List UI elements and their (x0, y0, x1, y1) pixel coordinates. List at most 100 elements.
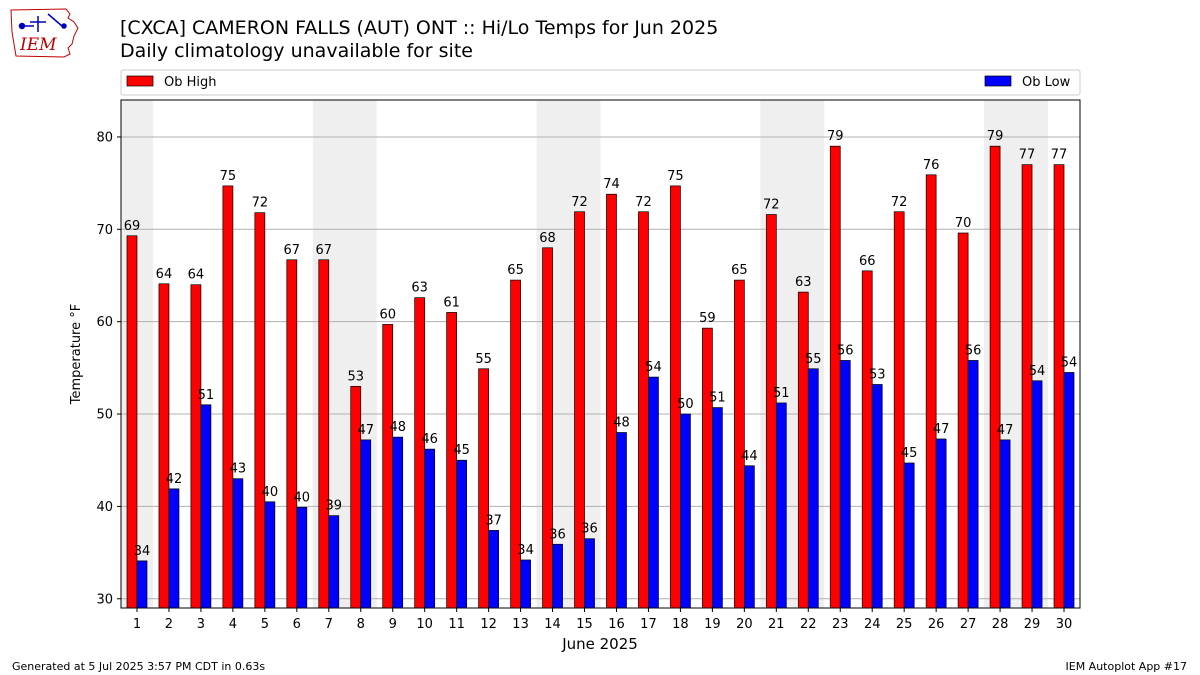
x-tick-label-5: 5 (261, 617, 269, 632)
bar-low-21 (775, 402, 787, 609)
value-label-low-6: 40 (294, 490, 311, 505)
bar-high-5 (254, 212, 266, 609)
x-tick-label-16: 16 (608, 617, 625, 632)
x-tick-label-2: 2 (165, 617, 173, 632)
bar-low-16 (616, 432, 627, 609)
value-label-low-21: 51 (773, 386, 790, 401)
generated-footer: Generated at 5 Jul 2025 3:57 PM CDT in 0… (12, 660, 266, 673)
y-tick-label-50: 50 (96, 408, 113, 423)
bar-high-6 (286, 259, 298, 609)
y-tick-label-40: 40 (96, 500, 113, 515)
bar-high-7 (318, 259, 330, 609)
value-label-high-23: 79 (827, 129, 844, 144)
bar-low-17 (648, 376, 659, 609)
bar-low-9 (392, 436, 404, 609)
value-label-high-9: 60 (379, 307, 396, 322)
x-tick-label-7: 7 (325, 617, 333, 632)
iem-logo: IEM (10, 8, 79, 58)
value-label-low-3: 51 (198, 388, 215, 403)
bar-low-20 (743, 465, 755, 609)
bar-low-26 (935, 438, 947, 609)
bar-high-24 (861, 270, 873, 609)
bar-high-27 (957, 232, 969, 609)
x-tick-label-3: 3 (197, 617, 205, 632)
value-label-low-10: 46 (421, 432, 438, 447)
bar-low-27 (967, 360, 979, 609)
value-label-low-5: 40 (262, 485, 279, 500)
y-axis-label: Temperature °F (69, 304, 84, 405)
value-label-high-25: 72 (891, 195, 908, 210)
value-labels: 69 64 64 75 72 67 67 53 60 63 61 55 65 68 72 74 72 75 59 65… (124, 129, 1078, 559)
bar-high-28 (989, 145, 1001, 609)
bar-low-30 (1063, 372, 1075, 609)
value-label-high-28: 79 (987, 129, 1004, 144)
value-label-low-19: 51 (709, 391, 726, 406)
y-tick-label-70: 70 (96, 223, 113, 238)
x-tick-label-9: 9 (389, 617, 397, 632)
x-tick-label-17: 17 (640, 617, 657, 632)
bar-high-20 (733, 279, 745, 609)
x-tick-label-28: 28 (992, 617, 1009, 632)
x-axis: 1 2 3 4 5 6 7 8 9 10 11 12 13 14 15 16 17 18 19 20 21 22 23 24 2… (133, 608, 1072, 632)
y-tick-label-80: 80 (96, 130, 113, 145)
value-label-high-14: 68 (539, 231, 556, 246)
x-axis-label: June 2025 (561, 635, 638, 653)
bar-low-24 (871, 384, 883, 609)
value-label-high-10: 63 (411, 281, 428, 296)
bar-low-15 (584, 538, 595, 609)
bar-high-19 (702, 327, 713, 609)
value-label-low-24: 53 (869, 367, 886, 382)
bar-low-11 (456, 459, 467, 609)
value-label-high-7: 67 (316, 243, 333, 258)
value-label-high-13: 65 (507, 263, 524, 278)
y-tick-label-60: 60 (96, 315, 113, 330)
bar-low-25 (903, 462, 915, 609)
bar-high-9 (382, 324, 394, 609)
value-label-high-6: 67 (284, 243, 301, 258)
value-label-high-18: 75 (667, 169, 684, 184)
bar-high-17 (638, 211, 649, 609)
value-label-low-26: 47 (933, 422, 950, 437)
bar-low-5 (264, 501, 276, 609)
bar-high-25 (893, 211, 905, 609)
bars (126, 145, 1075, 609)
bar-high-2 (158, 283, 170, 609)
value-label-low-16: 48 (613, 416, 630, 431)
x-tick-label-8: 8 (357, 617, 365, 632)
value-label-low-17: 54 (645, 360, 662, 375)
value-label-high-29: 77 (1019, 148, 1036, 163)
bar-low-2 (168, 488, 180, 609)
legend-frame (120, 69, 1081, 96)
x-tick-label-12: 12 (480, 617, 497, 632)
value-label-low-9: 48 (389, 420, 406, 435)
value-label-high-1: 69 (124, 219, 141, 234)
x-tick-label-25: 25 (896, 617, 913, 632)
chart-subtitle: Daily climatology unavailable for site (120, 40, 473, 62)
bar-low-3 (200, 404, 212, 609)
value-label-high-21: 72 (763, 198, 780, 213)
bar-high-4 (222, 185, 234, 609)
legend-swatch-low (984, 75, 1012, 87)
bar-low-28 (999, 439, 1011, 609)
value-label-low-18: 50 (677, 397, 694, 412)
value-label-low-28: 47 (997, 423, 1014, 438)
y-tick-label-30: 30 (96, 592, 113, 607)
bar-high-16 (606, 193, 617, 609)
bar-high-8 (350, 385, 362, 609)
x-tick-label-10: 10 (416, 617, 433, 632)
bar-high-26 (925, 174, 937, 609)
x-tick-label-1: 1 (133, 617, 141, 632)
bar-high-13 (510, 279, 521, 609)
value-label-high-8: 53 (347, 369, 364, 384)
value-label-high-26: 76 (923, 158, 940, 173)
value-label-high-22: 63 (795, 275, 812, 290)
bar-low-13 (520, 559, 531, 609)
bar-high-3 (190, 284, 202, 609)
y-axis: 30 40 50 60 70 80 (96, 130, 121, 607)
bar-high-12 (478, 368, 489, 609)
x-tick-label-26: 26 (928, 617, 945, 632)
value-label-high-16: 74 (603, 177, 620, 192)
grid-lines (121, 136, 1080, 600)
value-label-low-4: 43 (230, 462, 247, 477)
